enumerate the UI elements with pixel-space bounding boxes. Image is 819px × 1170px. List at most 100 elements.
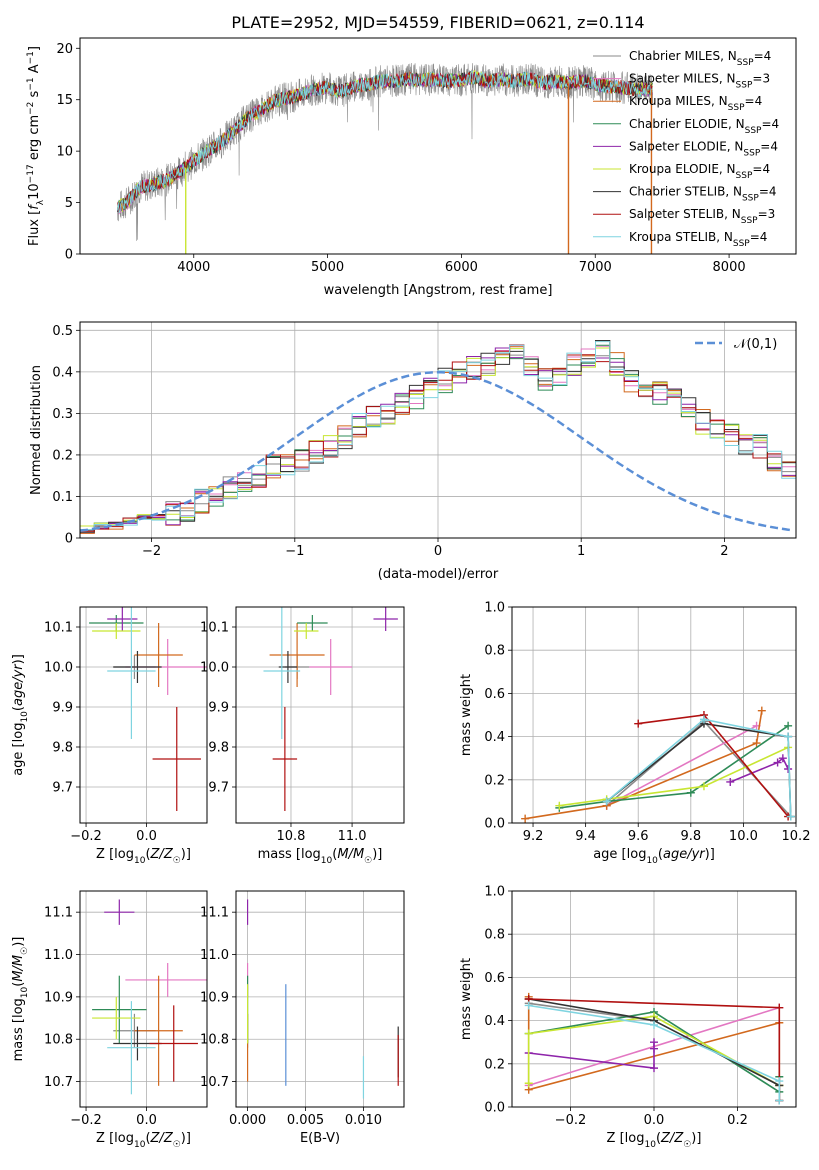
series-line — [729, 756, 789, 783]
tick-label-x: −1 — [285, 544, 304, 559]
tick-label-x: 4000 — [177, 260, 210, 275]
error-bar-point — [107, 607, 156, 739]
tick-label-x: 0.005 — [287, 1113, 324, 1128]
tick-label-y: 1.0 — [484, 601, 505, 616]
axes-frame — [79, 321, 797, 539]
data-point — [726, 777, 735, 786]
data-point — [784, 765, 793, 773]
error-bar-point — [107, 1001, 156, 1095]
data-point — [784, 732, 793, 741]
y-axis-label: Normed distribution — [29, 365, 44, 495]
tick-label-y: 1.0 — [484, 885, 505, 900]
data-point — [650, 1064, 658, 1073]
series-line — [524, 710, 763, 820]
tick-label-y: 0.4 — [52, 365, 73, 380]
series-line — [638, 714, 789, 818]
series-group — [524, 1001, 784, 1105]
series-group — [726, 754, 793, 786]
plot-area — [92, 899, 207, 1095]
series-line — [606, 718, 792, 817]
axes-frame — [511, 890, 797, 1108]
histogram-step — [80, 347, 796, 531]
plot-area — [117, 62, 653, 254]
data-point — [602, 797, 611, 806]
tick-label-y: 0.0 — [484, 1101, 505, 1116]
tick-label-y: 9.7 — [52, 781, 73, 796]
data-point — [524, 1029, 533, 1038]
series-line — [559, 725, 789, 809]
tick-label-x: 8000 — [713, 260, 746, 275]
series-group — [602, 715, 795, 821]
tick-label-y: 11.0 — [200, 948, 229, 963]
series-line — [606, 722, 792, 817]
series-group — [555, 721, 793, 812]
x-axis-label: Z [log10(Z/Z☉)] — [96, 847, 191, 866]
data-point — [524, 1079, 533, 1088]
legend-label: Chabrier ELODIE, NSSP=4 — [629, 117, 779, 136]
tick-label-y: 0.1 — [52, 490, 73, 505]
tick-label-x: 5000 — [311, 260, 344, 275]
axes-frame — [79, 890, 208, 1108]
tick-label-x: 0.0 — [136, 829, 157, 844]
tick-label-y: 15 — [56, 93, 73, 108]
tick-label-x: −0.2 — [70, 829, 102, 844]
tick-label-y: 0.5 — [52, 324, 73, 339]
tick-label-x: 9.8 — [680, 829, 701, 844]
histogram-step — [80, 341, 796, 530]
series-group — [521, 706, 766, 823]
tick-label-x: 6000 — [445, 260, 478, 275]
data-point — [555, 801, 564, 810]
legend-label: Salpeter MILES, NSSP=3 — [629, 72, 770, 91]
legend-label: Kroupa STELIB, NSSP=4 — [629, 230, 767, 249]
tick-label-x: 0.010 — [345, 1113, 382, 1128]
axes-frame — [235, 606, 405, 824]
error-bar-point — [92, 623, 141, 639]
data-point — [775, 1077, 784, 1086]
tick-label-x: 7000 — [579, 260, 612, 275]
data-point — [775, 1096, 784, 1105]
error-bar-point — [297, 615, 328, 631]
axes-frame — [235, 890, 405, 1108]
y-axis-label: mass weight — [459, 958, 474, 1040]
legend-label: Chabrier STELIB, NSSP=4 — [629, 185, 777, 204]
tick-label-y: 0.8 — [484, 928, 505, 943]
error-bar-point — [92, 975, 147, 1044]
tick-label-y: 10.7 — [200, 1075, 229, 1090]
series-line — [528, 1004, 781, 1101]
y-axis-label: mass weight — [459, 674, 474, 756]
tick-label-y: 5 — [65, 196, 73, 211]
tick-label-y: 0 — [65, 532, 73, 547]
tick-label-y: 0.0 — [484, 817, 505, 832]
chart-massweight_vs_Z: −0.2 0.0 0.2 0.0 0.2 0.4 0.6 0.8 1.0 Z [log10(Z/Z… — [459, 885, 797, 1150]
y-axis-label: Flux [fλ10−17 erg cm−2 s−1 A−1] — [26, 46, 46, 246]
x-axis-label: E(B-V) — [300, 1131, 340, 1146]
data-point — [773, 758, 782, 767]
tick-label-x: −0.2 — [70, 1113, 102, 1128]
x-axis-label: age [log10(age/yr)] — [593, 847, 715, 866]
data-point — [650, 1020, 658, 1029]
tick-label-y: 11.0 — [44, 948, 73, 963]
tick-label-x: 0 — [434, 544, 442, 559]
figure-title: PLATE=2952, MJD=54559, FIBERID=0621, z=0… — [231, 13, 644, 32]
data-point — [524, 1001, 533, 1010]
tick-label-y: 9.9 — [52, 701, 73, 716]
data-point — [775, 1003, 784, 1012]
error-bar-point — [272, 707, 298, 811]
data-point — [784, 721, 793, 730]
error-bar-point — [373, 607, 398, 631]
data-point — [634, 719, 643, 728]
plot-area — [263, 607, 398, 811]
tick-label-x: 0.0 — [644, 1113, 665, 1128]
error-bar-point — [309, 639, 353, 695]
tick-label-x: 0.2 — [727, 1113, 748, 1128]
axes-frame — [79, 606, 208, 824]
data-point — [650, 1038, 658, 1047]
normal-curve — [80, 371, 794, 532]
data-point — [686, 788, 695, 797]
tick-label-x: 10.8 — [277, 829, 306, 844]
y-axis-label: age [log10(age/yr)] — [11, 654, 30, 776]
error-bar-point — [125, 963, 207, 997]
legend-label: 𝒩(0,1) — [734, 337, 777, 352]
series-line — [527, 1015, 780, 1087]
